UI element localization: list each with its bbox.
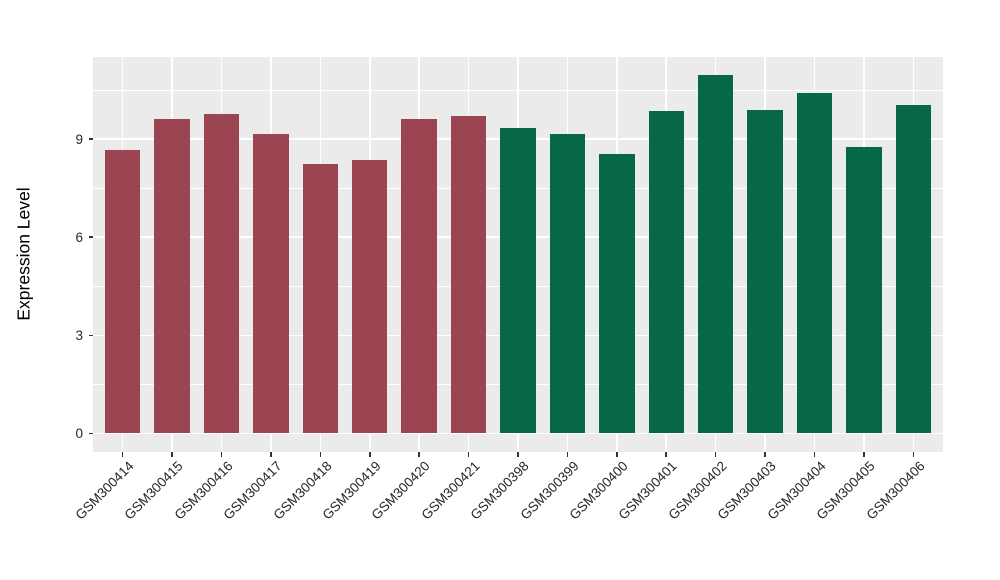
x-tick [764, 452, 766, 457]
bar-GSM300418 [302, 163, 339, 434]
y-tick [88, 334, 93, 337]
bar-GSM300400 [599, 153, 635, 434]
y-tick-label: 6 [75, 229, 83, 245]
y-tick-label: 0 [75, 426, 83, 441]
bar-GSM300414 [104, 150, 141, 434]
x-tick [220, 452, 223, 457]
x-tick [616, 452, 618, 457]
y-tick [88, 432, 93, 435]
y-tick [88, 138, 93, 140]
bar-GSM300405 [846, 147, 882, 434]
y-tick-label: 3 [75, 327, 83, 343]
bar-GSM300398 [500, 127, 536, 434]
x-tick [418, 452, 420, 457]
x-tick [171, 452, 173, 457]
x-tick [270, 452, 272, 457]
x-tick [467, 452, 470, 457]
plot-panel [93, 57, 943, 452]
y-axis-title-text: Expression Level [13, 187, 34, 321]
bar-GSM300419 [351, 160, 388, 434]
x-tick [665, 452, 668, 457]
x-tick [566, 452, 569, 457]
bar-GSM300401 [648, 111, 684, 434]
bar-GSM300416 [203, 114, 240, 434]
x-tick [912, 452, 915, 457]
x-tick [121, 452, 124, 457]
bar-GSM300399 [549, 134, 586, 434]
bar-GSM300402 [697, 75, 734, 434]
x-tick [319, 452, 322, 457]
x-tick [714, 452, 717, 457]
x-tick [863, 452, 865, 457]
bar-GSM300403 [747, 109, 783, 434]
bar-GSM300420 [401, 119, 437, 434]
bar-GSM300415 [154, 119, 190, 434]
bar-GSM300417 [253, 134, 289, 434]
bar-GSM300406 [895, 104, 932, 434]
y-tick [88, 236, 93, 238]
bar-GSM300404 [796, 93, 833, 434]
x-tick [368, 452, 371, 457]
x-tick [517, 452, 519, 457]
x-tick [813, 452, 816, 457]
bar-GSM300421 [450, 116, 487, 434]
y-tick-label: 9 [75, 131, 83, 147]
